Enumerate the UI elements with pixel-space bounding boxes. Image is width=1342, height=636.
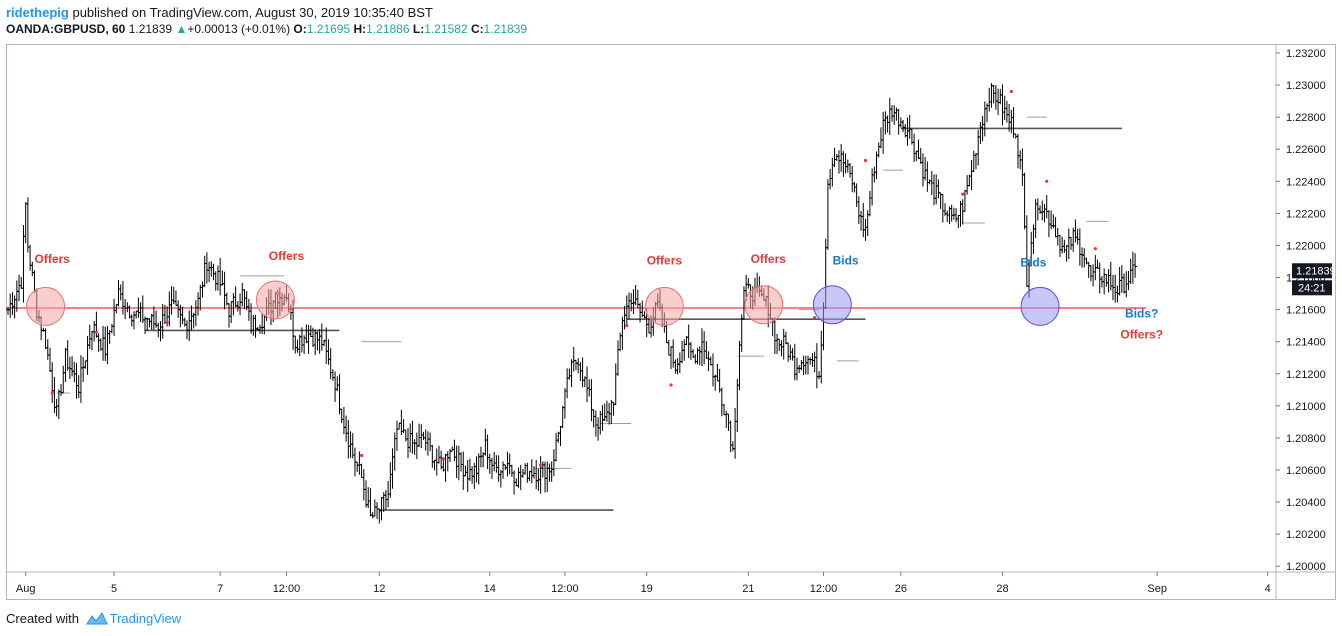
annotation-label: Offers [35,252,71,266]
time-tick-label: 7 [217,583,223,595]
price-tick-label: 1.22200 [1286,208,1326,220]
price-tags: 1.21839 24:21 [1292,263,1336,296]
highlight-marker [1045,179,1049,183]
price-tick-label: 1.20200 [1286,529,1326,541]
low-label: L: [412,22,425,36]
annotation-label: Offers? [1120,327,1163,341]
chart-frame [6,44,1336,600]
price-tick-label: 1.21000 [1286,401,1326,413]
countdown-tag [1292,280,1332,296]
price-tick-label: 1.22000 [1286,240,1326,252]
time-tick-label: 14 [484,583,496,595]
published-text: published on TradingView.com, August 30,… [72,5,433,20]
price-axis[interactable]: 1.20000 1.20200 1.20400 1.20600 1.20800 1.210… [1276,48,1326,573]
footer: Created with TradingView [6,611,181,628]
annotation-label: Offers [647,254,683,268]
symbol-name: OANDA:GBPUSD, 60 [6,22,126,36]
annotation-label: Bids [833,254,859,268]
time-tick-label: 26 [895,583,907,595]
price-tick-label: 1.21400 [1286,337,1326,349]
open-value: 1.21695 [306,22,351,36]
price-tick-label: 1.21200 [1286,369,1326,381]
annotation-label: Offers [269,249,305,263]
bid-zone-circle [812,285,852,325]
annotations: Offers Offers Offers Offers Bids Bids Bids? Off… [35,249,1164,342]
bid-zone-circle [1020,286,1060,326]
close-label: C: [470,22,484,36]
time-tick-label: 12:00 [810,583,838,595]
highlight-marker [165,320,169,325]
time-tick-label: 28 [996,583,1008,595]
offer-zone-circle [644,286,684,326]
time-axis[interactable]: Aug 5 7 12:00 12 14 12:00 19 21 12:00 26 28 Sep 4 [16,572,1271,595]
low-value: 1.21582 [424,22,468,36]
open-label: O: [293,22,307,36]
change-up-icon: ▲ [175,22,188,36]
publish-info: ridethepig published on TradingView.com,… [6,5,433,20]
price-tick-label: 1.20600 [1286,465,1326,477]
time-tick-label: 12:00 [273,583,301,595]
highlight-marker [669,383,673,387]
highlight-marker [1009,89,1013,94]
tradingview-logo-icon [85,611,108,628]
highlight-marker [863,158,868,163]
created-with-text: Created with [6,611,79,626]
highlight-marker [813,316,817,320]
time-tick-label: 5 [111,583,117,595]
countdown-label: 24:21 [1298,282,1326,294]
annotation-label: Bids [1020,255,1046,269]
highlight-marker [94,330,98,334]
highlight-marker [625,324,629,328]
current-price-label: 1.21839 [1296,265,1336,277]
time-tick-label: Sep [1147,583,1167,595]
time-tick-label: 4 [1265,583,1271,595]
time-tick-label: 21 [742,583,754,595]
time-tick-label: 12:00 [551,583,579,595]
price-tick-label: 1.20000 [1286,561,1326,573]
high-label: H: [353,22,367,36]
price-tick-label: 1.23200 [1286,48,1326,60]
highlight-marker [961,192,965,196]
offer-zone-circle [26,286,66,326]
candles [6,83,1138,524]
level-lines [6,116,1147,511]
last-price: 1.21839 [128,22,173,36]
high-value: 1.21886 [366,22,410,36]
highlight-marker [539,463,543,467]
close-value: 1.21839 [483,22,528,36]
price-tick-label: 1.22600 [1286,144,1326,156]
price-tick-label: 1.22800 [1286,112,1326,124]
highlight-marker [360,453,364,458]
annotation-label: Offers [751,252,787,266]
zone-circles [26,280,1060,326]
tradingview-brand[interactable]: TradingView [109,611,182,626]
current-price-tag [1292,263,1332,279]
symbol-legend: OANDA:GBPUSD, 60 1.21839 ▲+0.00013 (+0.0… [6,22,527,36]
highlight-marker [50,391,54,395]
publisher-name[interactable]: ridethepig [6,5,69,20]
price-tick-label: 1.23000 [1286,80,1326,92]
time-tick-label: Aug [16,583,36,595]
price-tick-label: 1.20400 [1286,497,1326,509]
highlight-marker [441,457,445,461]
offer-zone-circle [255,280,295,320]
time-tick-label: 19 [641,583,653,595]
price-change: +0.00013 (+0.01%) [187,22,291,36]
annotation-label: Bids? [1125,307,1158,321]
price-tick-label: 1.22400 [1286,176,1326,188]
highlight-marker [1093,247,1097,251]
price-tick-label: 1.21600 [1286,305,1326,317]
time-tick-label: 12 [373,583,385,595]
offer-zone-circle [744,285,784,325]
price-tick-label: 1.20800 [1286,433,1326,445]
